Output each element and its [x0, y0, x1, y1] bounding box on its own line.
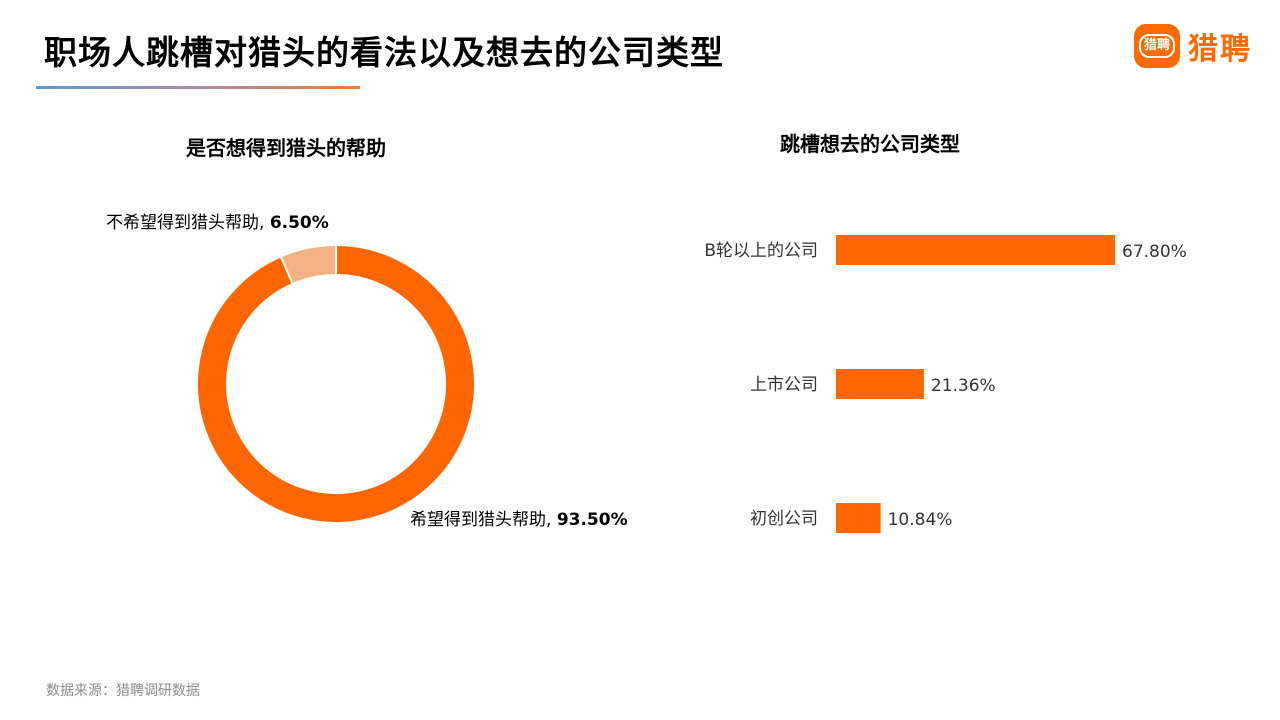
- brand-logo: 猎聘 猎聘: [1134, 24, 1252, 68]
- donut-slice: [279, 243, 337, 286]
- page-title: 职场人跳槽对猎头的看法以及想去的公司类型: [44, 33, 724, 72]
- donut-data-label: 希望得到猎头帮助, 93.50%: [410, 510, 628, 530]
- bar-category-label: 上市公司: [750, 375, 818, 395]
- title-underline: [36, 86, 360, 89]
- bar-value-label: 21.36%: [931, 376, 996, 396]
- donut-data-label: 不希望得到猎头帮助, 6.50%: [106, 213, 329, 233]
- bar: [836, 235, 1115, 265]
- bar-category-label: B轮以上的公司: [704, 241, 818, 261]
- brand-icon: 猎聘: [1134, 24, 1180, 68]
- donut-slice: [196, 243, 476, 524]
- data-source-note: 数据来源：猎聘调研数据: [46, 683, 200, 699]
- bar-category-label: 初创公司: [750, 509, 818, 529]
- bar-value-label: 67.80%: [1122, 242, 1187, 262]
- bar: [836, 503, 881, 533]
- bar: [836, 369, 924, 399]
- bar-chart-title: 跳槽想去的公司类型: [780, 132, 960, 156]
- donut-chart-title: 是否想得到猎头的帮助: [186, 136, 386, 160]
- brand-name: 猎聘: [1188, 32, 1252, 67]
- brand-icon-text: 猎聘: [1138, 34, 1175, 58]
- bar-value-label: 10.84%: [888, 510, 953, 530]
